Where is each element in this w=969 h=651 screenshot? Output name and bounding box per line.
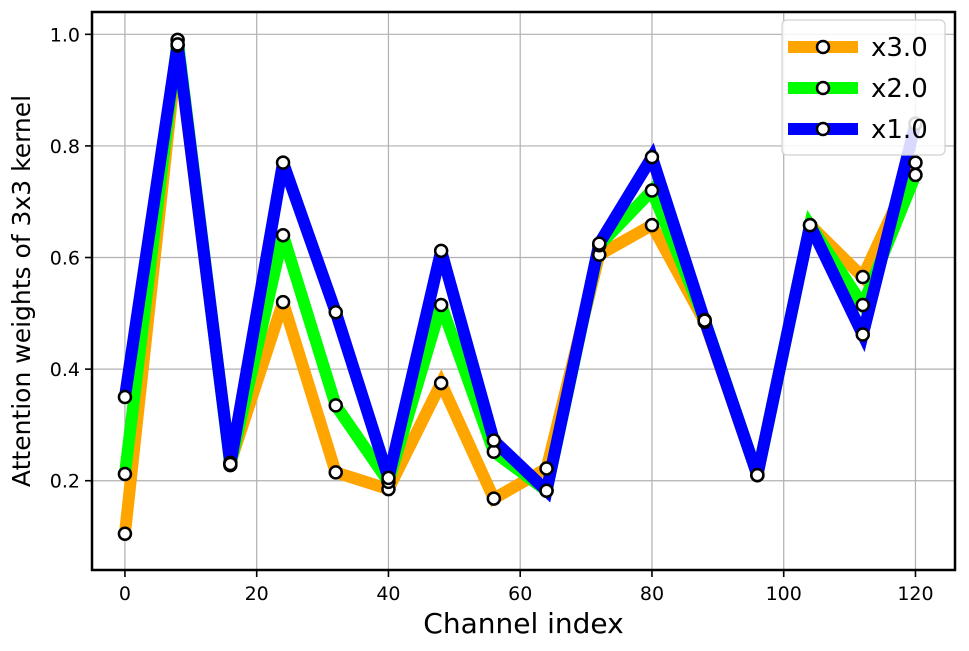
data-point-x3.0 [908, 155, 923, 170]
data-point-x3.0 [539, 461, 554, 476]
series-lines [117, 32, 923, 541]
data-point-x1.0 [381, 470, 396, 486]
data-point-x1.0 [697, 313, 712, 328]
x-tick-label: 0 [119, 583, 131, 605]
data-point-x1.0 [275, 155, 291, 170]
data-point-x2.0 [328, 398, 343, 413]
data-point-x3.0 [855, 269, 871, 285]
y-tick-label: 0.4 [50, 359, 80, 381]
legend-swatch-marker [815, 80, 831, 96]
legend-swatch-marker [815, 39, 831, 55]
data-point-x2.0 [433, 297, 449, 313]
x-tick-label: 80 [640, 583, 664, 605]
x-tick-label: 20 [245, 583, 269, 605]
y-axis-label: Attention weights of 3x3 kernel [7, 95, 36, 487]
data-point-x3.0 [486, 491, 502, 506]
data-point-x3.0 [275, 294, 291, 310]
legend-entry-label: x1.0 [871, 115, 928, 145]
legend-entry-label: x2.0 [871, 74, 928, 104]
data-point-x2.0 [275, 227, 291, 243]
data-point-x1.0 [170, 37, 185, 52]
data-point-x2.0 [117, 466, 133, 482]
data-point-x1.0 [802, 217, 818, 233]
data-point-x2.0 [908, 167, 923, 183]
data-point-x1.0 [328, 304, 343, 320]
legend-swatch-marker [815, 121, 831, 137]
x-axis-ticks: 0 20 40 60 80 100 120 [119, 570, 934, 605]
data-point-x1.0 [433, 243, 449, 259]
y-axis-ticks: 0.2 0.4 0.6 0.8 1.0 [50, 24, 92, 493]
plot-frame [90, 10, 957, 572]
data-point-x3.0 [433, 375, 449, 391]
data-point-x3.0 [644, 217, 660, 233]
legend: x3.0 x2.0 x1.0 [781, 19, 946, 156]
data-point-x2.0 [855, 297, 871, 313]
data-point-x1.0 [855, 327, 871, 342]
x-tick-label: 40 [376, 583, 400, 605]
legend-entry-label: x3.0 [871, 33, 928, 63]
data-point-x1.0 [644, 149, 660, 165]
data-point-x1.0 [750, 467, 765, 483]
data-point-x3.0 [117, 526, 133, 541]
data-point-x1.0 [592, 236, 607, 251]
data-point-x2.0 [644, 183, 660, 198]
data-point-x1.0 [117, 389, 133, 405]
x-tick-label: 120 [897, 583, 933, 605]
x-tick-label: 100 [766, 583, 802, 605]
data-point-x1.0 [486, 433, 502, 448]
data-point-x1.0 [539, 483, 554, 499]
y-tick-label: 0.8 [50, 136, 80, 158]
y-tick-label: 0.2 [50, 471, 80, 493]
y-tick-label: 0.6 [50, 248, 80, 270]
series-line-x1.0 [119, 43, 922, 503]
x-axis-label: Channel index [423, 607, 623, 640]
x-tick-label: 60 [508, 583, 532, 605]
y-tick-label: 1.0 [50, 24, 80, 46]
data-point-x1.0 [223, 456, 238, 472]
data-point-x3.0 [328, 465, 343, 480]
